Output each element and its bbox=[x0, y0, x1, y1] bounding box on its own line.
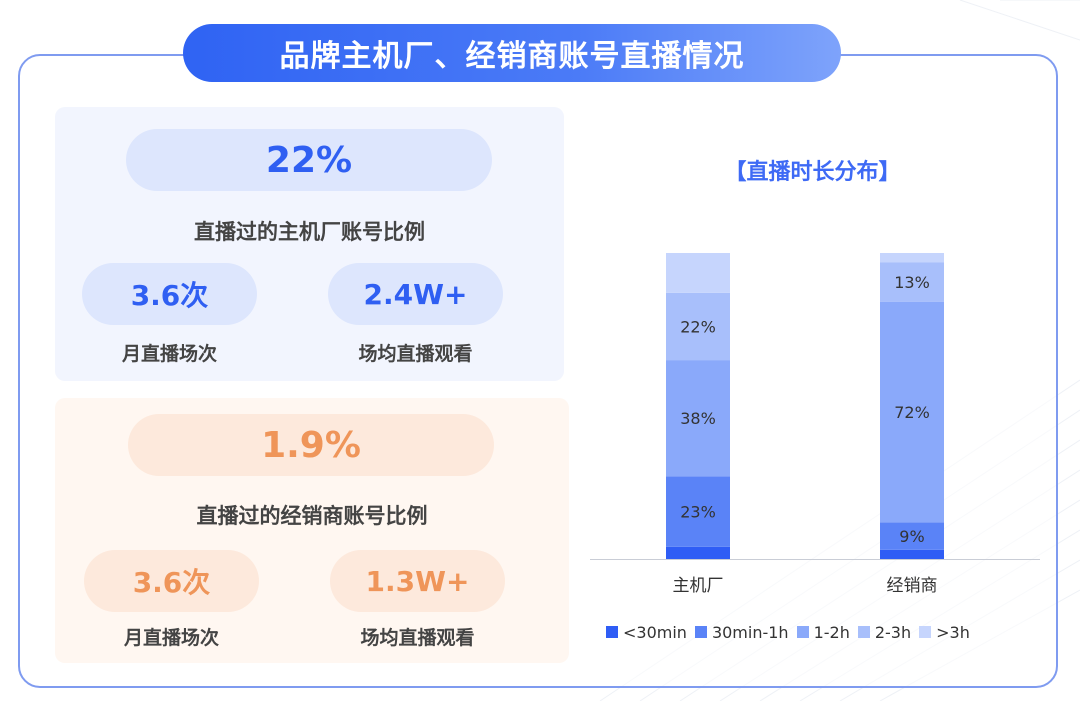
legend-swatch bbox=[919, 626, 932, 638]
bar-segment bbox=[880, 301, 944, 523]
data-label: 38% bbox=[680, 409, 716, 428]
bar-segment bbox=[666, 546, 730, 559]
oem-panel: 22% 直播过的主机厂账号比例 3.6次 2.4W+ 月直播场次 场均直播观看 bbox=[55, 107, 564, 381]
dealer-ratio-value: 1.9% bbox=[128, 414, 494, 476]
oem-avg-views-value: 2.4W+ bbox=[328, 263, 503, 325]
data-label: 13% bbox=[894, 273, 930, 292]
dealer-avg-views-label: 场均直播观看 bbox=[360, 627, 475, 649]
legend-label: >3h bbox=[936, 622, 970, 642]
chart-legend: <30min 30min-1h 1-2h 2-3h >3h bbox=[606, 621, 978, 643]
data-label: 22% bbox=[680, 317, 716, 336]
data-label: 23% bbox=[680, 503, 716, 522]
legend-swatch bbox=[796, 626, 809, 638]
legend-item: <30min bbox=[606, 623, 687, 642]
legend-item: >3h bbox=[919, 623, 970, 642]
oem-monthly-sessions-label: 月直播场次 bbox=[121, 343, 217, 365]
legend-swatch bbox=[606, 626, 618, 638]
dealer-monthly-sessions-value: 3.6次 bbox=[84, 550, 259, 612]
legend-label: 30min-1h bbox=[711, 622, 789, 642]
legend-swatch bbox=[694, 626, 707, 638]
oem-ratio-label: 直播过的主机厂账号比例 bbox=[194, 220, 425, 244]
data-label: 72% bbox=[894, 403, 930, 422]
oem-ratio-value: 22% bbox=[126, 129, 492, 191]
bar-segment bbox=[880, 549, 944, 559]
chart-title: 【直播时长分布】 bbox=[724, 160, 901, 185]
x-tick-label: 主机厂 bbox=[673, 576, 724, 596]
bar-segment bbox=[880, 262, 944, 302]
page-title: 品牌主机厂、经销商账号直播情况 bbox=[183, 24, 841, 82]
dealer-avg-views-value: 1.3W+ bbox=[330, 550, 505, 612]
bar-segment bbox=[666, 253, 730, 293]
legend-label: 1-2h bbox=[813, 622, 850, 642]
legend-swatch bbox=[857, 626, 870, 638]
dealer-panel: 1.9% 直播过的经销商账号比例 3.6次 1.3W+ 月直播场次 场均直播观看 bbox=[55, 398, 569, 663]
bar-segment bbox=[666, 292, 730, 361]
oem-monthly-sessions-value: 3.6次 bbox=[82, 263, 257, 325]
duration-stacked-bar-chart: 23% 38% 22% 主机厂 9% 72% 13% 经销商 bbox=[590, 253, 1040, 596]
dealer-ratio-label: 直播过的经销商账号比例 bbox=[196, 504, 428, 528]
dealer-monthly-sessions-label: 月直播场次 bbox=[123, 627, 219, 649]
bar-segment bbox=[666, 360, 730, 477]
legend-item: 1-2h bbox=[796, 622, 850, 642]
bar-segment bbox=[666, 476, 730, 547]
bar-segment bbox=[880, 253, 944, 263]
bar-segment bbox=[880, 522, 944, 550]
legend-label: <30min bbox=[623, 622, 687, 642]
x-tick-label: 经销商 bbox=[887, 576, 938, 596]
oem-avg-views-label: 场均直播观看 bbox=[358, 343, 473, 365]
data-label: 9% bbox=[899, 527, 924, 546]
legend-label: 2-3h bbox=[874, 622, 912, 642]
legend-item: 2-3h bbox=[857, 622, 912, 642]
legend-item: 30min-1h bbox=[694, 622, 789, 642]
